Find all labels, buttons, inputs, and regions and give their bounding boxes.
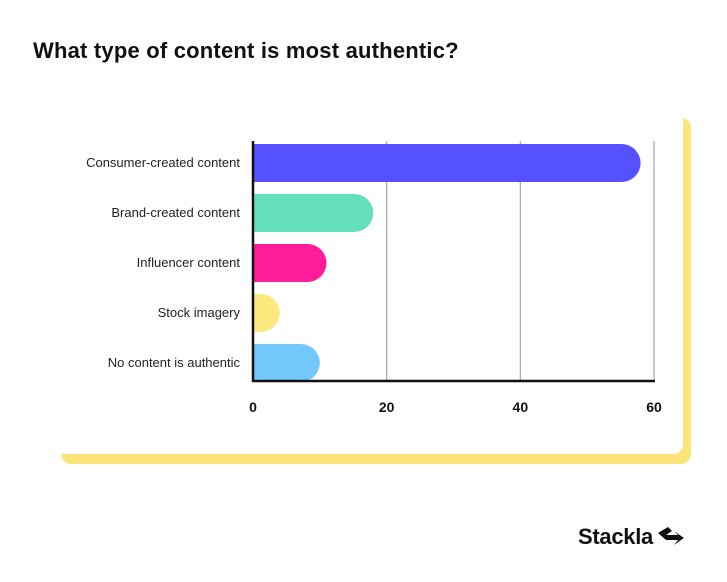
stackla-mark-icon <box>657 527 684 545</box>
x-tick-label: 20 <box>379 399 395 415</box>
stackla-logo: Stackla <box>578 524 686 550</box>
bar <box>253 144 641 182</box>
category-label: Stock imagery <box>158 305 241 320</box>
category-label: Influencer content <box>137 255 241 270</box>
chart-title: What type of content is most authentic? <box>33 38 459 63</box>
category-label: Brand-created content <box>111 205 240 220</box>
x-tick-label: 60 <box>646 399 662 415</box>
bar <box>253 194 374 232</box>
x-tick-label: 40 <box>513 399 529 415</box>
category-label: No content is authentic <box>108 355 241 370</box>
category-label: Consumer-created content <box>86 155 240 170</box>
bar <box>253 344 320 382</box>
bar <box>253 294 280 332</box>
bar <box>253 244 327 282</box>
brand-name: Stackla <box>578 524 653 549</box>
x-tick-label: 0 <box>249 399 257 415</box>
